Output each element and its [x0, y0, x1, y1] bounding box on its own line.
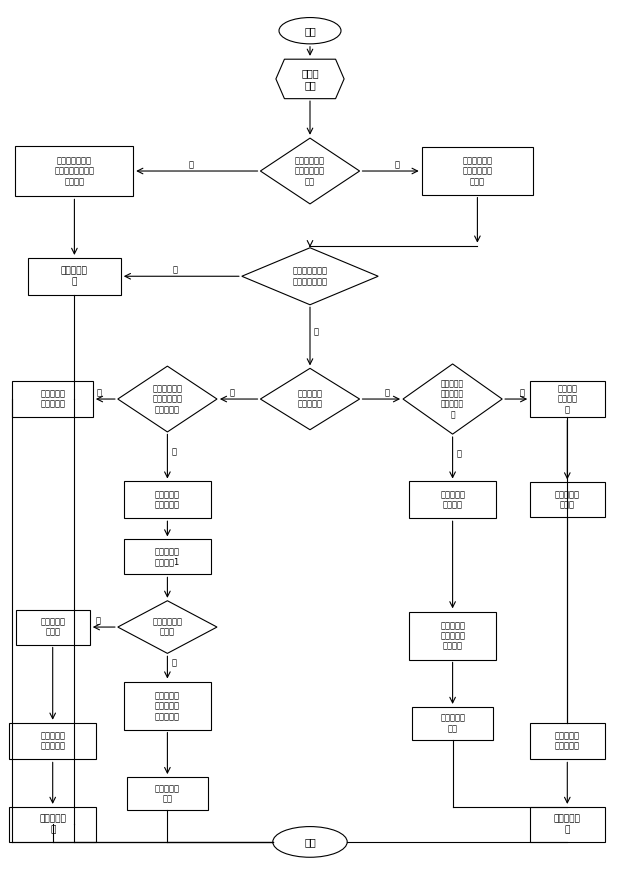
FancyBboxPatch shape	[409, 612, 496, 660]
Text: 否: 否	[171, 447, 176, 457]
Text: 停机并显示
商标纸未校
直故障信息: 停机并显示 商标纸未校 直故障信息	[155, 691, 180, 721]
FancyBboxPatch shape	[9, 807, 96, 842]
Text: 是: 是	[520, 389, 525, 397]
FancyBboxPatch shape	[124, 481, 211, 518]
Polygon shape	[118, 601, 217, 653]
Text: 标定商标纸
堵塞烟包: 标定商标纸 堵塞烟包	[440, 490, 465, 510]
Text: 结束: 结束	[304, 837, 316, 847]
Text: 双检测器是否同
时检测到商标纸: 双检测器是否同 时检测到商标纸	[293, 267, 327, 286]
FancyBboxPatch shape	[530, 482, 604, 517]
Text: 标定商标
纸堵塞烟
包: 标定商标 纸堵塞烟 包	[557, 384, 577, 414]
Text: 是: 是	[172, 266, 178, 275]
FancyBboxPatch shape	[530, 381, 604, 417]
FancyBboxPatch shape	[16, 610, 90, 645]
Text: 上电初
始化: 上电初 始化	[301, 68, 319, 89]
FancyBboxPatch shape	[530, 807, 604, 842]
Text: 在剔除口剔
除标定烟包: 在剔除口剔 除标定烟包	[555, 731, 580, 751]
Text: 是: 是	[171, 659, 176, 667]
FancyBboxPatch shape	[12, 381, 93, 417]
Text: 剔除计数，
不停机: 剔除计数， 不停机	[555, 490, 580, 510]
Text: 否: 否	[95, 617, 100, 625]
Polygon shape	[242, 247, 378, 304]
Text: 在剔除口剔
除标定烟包: 在剔除口剔 除标定烟包	[40, 731, 65, 751]
FancyBboxPatch shape	[16, 146, 133, 196]
Text: 否: 否	[394, 160, 399, 169]
Text: 是: 是	[230, 389, 235, 397]
FancyBboxPatch shape	[409, 481, 496, 518]
Text: 商标纸堵塞
红色报警信
息是否被屏
蔽: 商标纸堵塞 红色报警信 息是否被屏 蔽	[441, 379, 464, 419]
Text: 商标纸异位检
测功能是否被
屏蔽: 商标纸异位检 测功能是否被 屏蔽	[295, 156, 325, 186]
Text: 是: 是	[188, 160, 193, 169]
Text: 商标纸未校直
红色报警信息
是否被屏蔽: 商标纸未校直 红色报警信息 是否被屏蔽	[153, 384, 182, 414]
Text: 故障排除后
开机: 故障排除后 开机	[440, 714, 465, 733]
Text: 否: 否	[385, 389, 390, 397]
FancyBboxPatch shape	[530, 723, 604, 759]
Text: 设备正常运
行: 设备正常运 行	[39, 815, 66, 834]
Text: 商标纸异位
累加器加1: 商标纸异位 累加器加1	[155, 547, 180, 567]
Polygon shape	[403, 364, 502, 434]
FancyBboxPatch shape	[124, 539, 211, 574]
FancyBboxPatch shape	[28, 258, 121, 295]
FancyBboxPatch shape	[422, 146, 533, 195]
Text: 剔除计数，
不停机: 剔除计数， 不停机	[40, 617, 65, 637]
Text: 故障排除后
开机: 故障排除后 开机	[155, 784, 180, 803]
Text: 是: 是	[97, 389, 102, 397]
Text: 仅有一个检
测到商标纸: 仅有一个检 测到商标纸	[298, 389, 322, 409]
Text: 否: 否	[456, 449, 461, 458]
FancyBboxPatch shape	[9, 723, 96, 759]
Polygon shape	[260, 368, 360, 430]
Text: 设备正常运
行: 设备正常运 行	[61, 267, 88, 286]
Text: 标定商标纸
未校直烟包: 标定商标纸 未校直烟包	[155, 490, 180, 510]
Text: 在设定相位上
商标纸异位检
测工作: 在设定相位上 商标纸异位检 测工作	[463, 156, 492, 186]
Polygon shape	[118, 367, 217, 431]
Text: 设备正常运
行: 设备正常运 行	[554, 815, 581, 834]
Text: 停机并显示
商标纸堵塞
故障信息: 停机并显示 商标纸堵塞 故障信息	[440, 621, 465, 651]
Polygon shape	[260, 138, 360, 203]
Text: 显示橙色屏蔽信
息，商标纸异位检
测被屏蔽: 显示橙色屏蔽信 息，商标纸异位检 测被屏蔽	[55, 156, 94, 186]
FancyBboxPatch shape	[412, 707, 493, 740]
FancyBboxPatch shape	[124, 682, 211, 730]
Ellipse shape	[279, 18, 341, 44]
Text: 否: 否	[314, 327, 319, 337]
FancyBboxPatch shape	[127, 777, 208, 810]
Text: 标定商标纸
未校直烟包: 标定商标纸 未校直烟包	[40, 389, 65, 409]
Text: 是否连续三也
未校直: 是否连续三也 未校直	[153, 617, 182, 637]
Ellipse shape	[273, 826, 347, 858]
Text: 开始: 开始	[304, 25, 316, 36]
Polygon shape	[276, 60, 344, 98]
